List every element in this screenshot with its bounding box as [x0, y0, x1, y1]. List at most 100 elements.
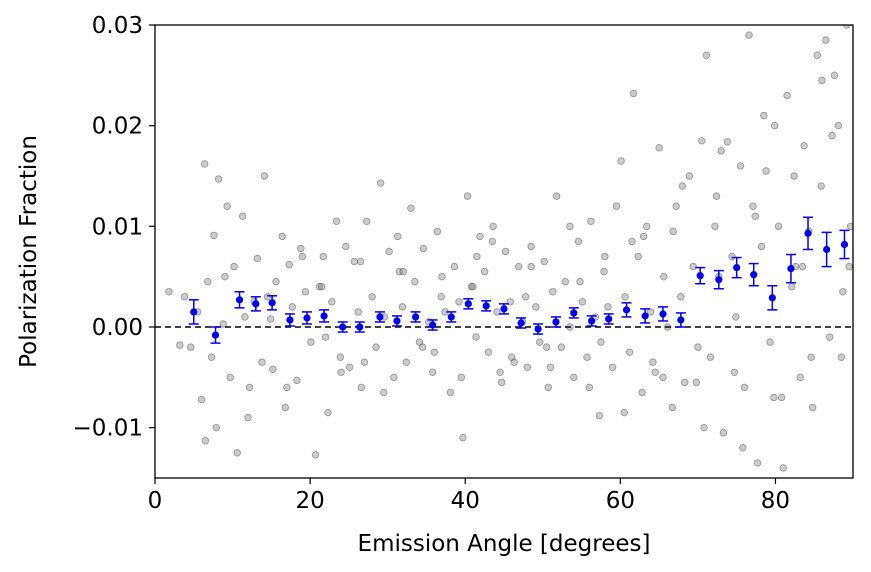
scatter-point: [473, 252, 481, 261]
scatter-point: [681, 378, 689, 387]
binned-marker: [659, 310, 667, 318]
binned-point: [499, 303, 509, 315]
binned-point: [568, 307, 579, 319]
binned-marker: [320, 312, 328, 320]
scatter-point: [165, 288, 173, 296]
binned-marker: [339, 323, 347, 331]
scatter-point: [311, 451, 320, 459]
scatter-point: [411, 278, 419, 286]
binned-marker: [787, 265, 795, 273]
binned-point: [391, 315, 402, 327]
scatter-point: [238, 212, 247, 220]
y-axis-ticks: −0.01 0.00 0.01 0.02 0.03: [73, 13, 155, 442]
scatter-point: [394, 232, 402, 241]
binned-marker: [768, 294, 776, 302]
scatter-point: [390, 373, 398, 382]
scatter-point: [717, 147, 725, 155]
binned-point: [533, 323, 544, 335]
scatter-point: [585, 383, 594, 392]
binned-point: [284, 313, 295, 327]
binned-point: [188, 299, 199, 325]
binned-marker: [376, 313, 384, 321]
binned-point: [250, 296, 261, 312]
scatter-point: [692, 378, 701, 387]
binned-point: [337, 321, 348, 333]
scatter-point: [336, 353, 345, 361]
binned-marker: [286, 316, 294, 324]
binned-marker: [696, 272, 704, 280]
scatter-point: [549, 288, 557, 296]
scatter-point: [260, 172, 269, 180]
binned-point: [234, 291, 245, 309]
binned-marker: [733, 264, 741, 272]
scatter-point: [798, 262, 807, 271]
scatter-point: [702, 51, 711, 59]
scatter-point: [433, 227, 442, 236]
scatter-point: [574, 237, 583, 246]
scatter-point: [689, 262, 697, 271]
scatter-point: [822, 36, 830, 44]
scatter-point: [230, 262, 238, 271]
scatter-point: [751, 212, 759, 220]
scatter-point: [455, 298, 463, 306]
scatter-point: [532, 303, 540, 311]
plot-frame: [154, 24, 854, 479]
scatter-point: [497, 378, 506, 387]
binned-marker: [482, 302, 490, 310]
scatter-point: [818, 76, 826, 85]
scatter-point: [788, 283, 796, 291]
scatter-point: [706, 353, 714, 361]
scatter-point: [628, 237, 636, 246]
scatter-point: [278, 232, 286, 241]
scatter-point: [221, 272, 229, 281]
scatter-point: [807, 353, 815, 361]
scatter-point: [779, 464, 787, 472]
scatter-point: [678, 182, 687, 190]
x-tick-label: 60: [606, 488, 635, 514]
scatter-point: [204, 278, 212, 286]
x-axis-label: Emission Angle [degrees]: [358, 531, 651, 557]
binned-marker: [677, 316, 685, 324]
scatter-point: [685, 172, 694, 180]
scatter-point: [269, 365, 277, 373]
scatter-point: [176, 341, 184, 349]
scatter-point: [553, 192, 561, 200]
binned-point: [621, 302, 632, 318]
binned-point: [354, 321, 365, 333]
binned-point: [640, 308, 651, 324]
scatter-point: [418, 343, 427, 351]
scatter-point: [757, 242, 766, 251]
scatter-point: [826, 333, 834, 341]
scatter-point: [419, 244, 428, 253]
scatter-point: [774, 222, 783, 231]
binned-point: [586, 315, 597, 327]
scatter-point: [372, 343, 380, 351]
scatter-point: [438, 272, 446, 281]
scatter-point: [677, 293, 685, 301]
scatter-point: [212, 423, 220, 432]
binned-marker: [605, 315, 613, 323]
scatter-point: [639, 232, 648, 241]
scatter-point: [226, 373, 234, 382]
scatter-point: [712, 192, 721, 200]
scatter-point: [459, 434, 467, 442]
binned-marker: [356, 323, 364, 331]
scatter-point: [363, 217, 371, 225]
scatter-point: [527, 242, 535, 251]
scatter-point: [266, 315, 275, 323]
scatter-point: [180, 293, 189, 301]
scatter-point: [245, 383, 254, 392]
scatter-point: [399, 267, 407, 276]
binned-marker: [500, 305, 508, 313]
scatter-point: [354, 308, 362, 316]
scatter-point: [808, 403, 817, 412]
scatter-point: [749, 202, 757, 210]
scatter-point: [651, 368, 659, 376]
binned-marker: [411, 313, 420, 321]
scatter-point: [796, 373, 804, 382]
binned-points: [188, 216, 850, 344]
scatter-point: [719, 429, 728, 437]
scatter-point: [318, 283, 326, 291]
scatter-point: [770, 393, 778, 402]
scatter-point: [210, 231, 218, 240]
